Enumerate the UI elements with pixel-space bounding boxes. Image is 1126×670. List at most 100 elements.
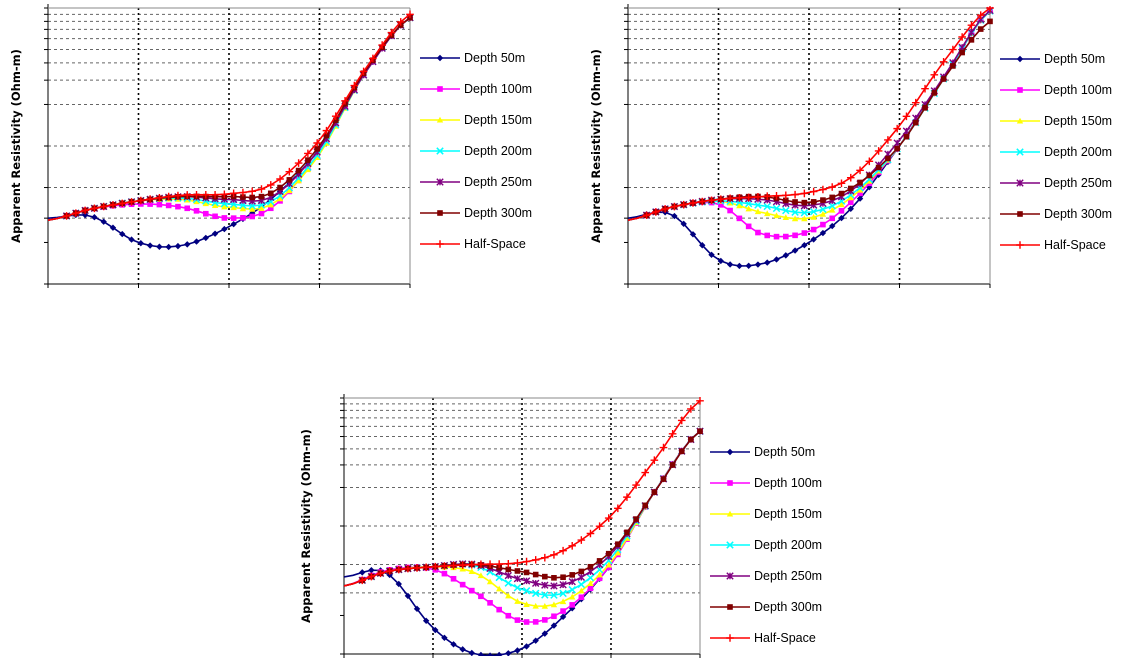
data-point xyxy=(754,261,762,268)
legend-entry: Depth 200m xyxy=(1000,145,1112,159)
data-point xyxy=(809,207,818,216)
data-point xyxy=(652,208,660,216)
data-point xyxy=(745,262,752,269)
data-point xyxy=(531,579,540,587)
data-point xyxy=(239,188,247,197)
data-point xyxy=(258,210,265,217)
data-point xyxy=(560,608,566,614)
data-point xyxy=(578,587,585,594)
legend-entry: Depth 300m xyxy=(710,600,822,614)
data-point xyxy=(128,236,135,243)
data-point xyxy=(332,117,339,124)
data-point xyxy=(155,193,164,202)
data-point xyxy=(523,643,530,650)
data-point xyxy=(726,194,734,203)
data-point xyxy=(450,575,457,582)
data-point xyxy=(422,563,430,572)
data-point xyxy=(745,223,752,230)
series-depth-100m xyxy=(48,14,413,221)
legend-entry: Depth 250m xyxy=(1000,176,1112,190)
legend-entry: Half-Space xyxy=(710,631,816,645)
data-point xyxy=(568,585,576,594)
data-point xyxy=(212,213,218,220)
data-point xyxy=(782,252,789,259)
legend-label: Depth 100m xyxy=(1044,83,1112,97)
data-point xyxy=(820,221,826,228)
data-point xyxy=(949,45,957,54)
data-point xyxy=(772,204,781,213)
data-point xyxy=(727,207,733,214)
data-point xyxy=(819,205,827,214)
data-point xyxy=(950,63,956,69)
data-point xyxy=(857,179,863,186)
data-point xyxy=(369,54,377,63)
data-point xyxy=(642,502,649,509)
data-point xyxy=(551,575,557,581)
series-depth-200m xyxy=(628,7,994,221)
legend-entry: Depth 250m xyxy=(710,569,822,583)
data-point xyxy=(726,261,734,268)
legend-marker xyxy=(1017,87,1023,93)
plot-area xyxy=(344,397,704,656)
data-point xyxy=(726,199,734,206)
series-line xyxy=(48,13,411,221)
legend-entry: Depth 50m xyxy=(710,445,815,459)
data-point xyxy=(736,202,743,209)
data-point xyxy=(459,646,466,653)
data-point xyxy=(350,81,359,90)
data-point xyxy=(496,606,502,613)
legend-label: Depth 300m xyxy=(464,206,532,220)
data-point xyxy=(791,247,799,254)
data-point xyxy=(782,214,789,221)
data-point xyxy=(276,195,284,202)
legend-entry: Depth 100m xyxy=(1000,83,1112,97)
data-point xyxy=(257,185,266,193)
data-point xyxy=(202,234,209,242)
data-point xyxy=(800,189,809,198)
data-point xyxy=(413,605,421,613)
data-point xyxy=(801,230,808,236)
chart-panel-bottom: Apparent Resistivity (Ohm-m) Depth 50m Dep… xyxy=(290,390,850,670)
legend-marker xyxy=(1016,117,1024,124)
data-point xyxy=(698,197,707,206)
data-point xyxy=(987,18,993,25)
data-point xyxy=(614,504,622,513)
data-point xyxy=(670,202,679,211)
data-point xyxy=(976,11,985,19)
legend-marker xyxy=(726,634,734,642)
data-point xyxy=(193,208,200,214)
data-point xyxy=(313,139,321,147)
series-depth-250m xyxy=(628,6,994,221)
data-point xyxy=(687,405,695,413)
legend-entry: Depth 250m xyxy=(420,175,532,189)
data-point xyxy=(569,572,576,578)
data-point xyxy=(791,215,799,222)
data-point xyxy=(91,213,98,221)
series-depth-150m xyxy=(344,428,704,609)
data-point xyxy=(578,594,585,601)
data-point xyxy=(513,559,522,567)
data-point xyxy=(396,18,405,26)
data-point xyxy=(378,41,386,49)
series-depth-300m xyxy=(48,14,413,221)
data-point xyxy=(912,119,919,126)
legend-label: Depth 250m xyxy=(754,569,822,583)
data-point xyxy=(295,177,302,184)
data-point xyxy=(829,206,836,213)
data-point xyxy=(118,199,127,208)
legend-entry: Depth 100m xyxy=(710,476,822,490)
data-point xyxy=(801,199,808,206)
data-point xyxy=(781,191,790,200)
legend-marker xyxy=(1017,211,1023,217)
data-point xyxy=(202,210,209,217)
y-axis-label: Apparent Resistivity (Ohm-m) xyxy=(9,49,23,243)
data-point xyxy=(532,602,539,609)
data-point xyxy=(829,194,836,201)
data-point xyxy=(276,175,284,183)
data-point xyxy=(505,650,512,656)
data-point xyxy=(229,189,238,198)
data-point xyxy=(764,210,771,217)
legend-label: Depth 50m xyxy=(1044,52,1105,66)
data-point xyxy=(440,562,449,570)
legend-marker xyxy=(726,510,734,517)
